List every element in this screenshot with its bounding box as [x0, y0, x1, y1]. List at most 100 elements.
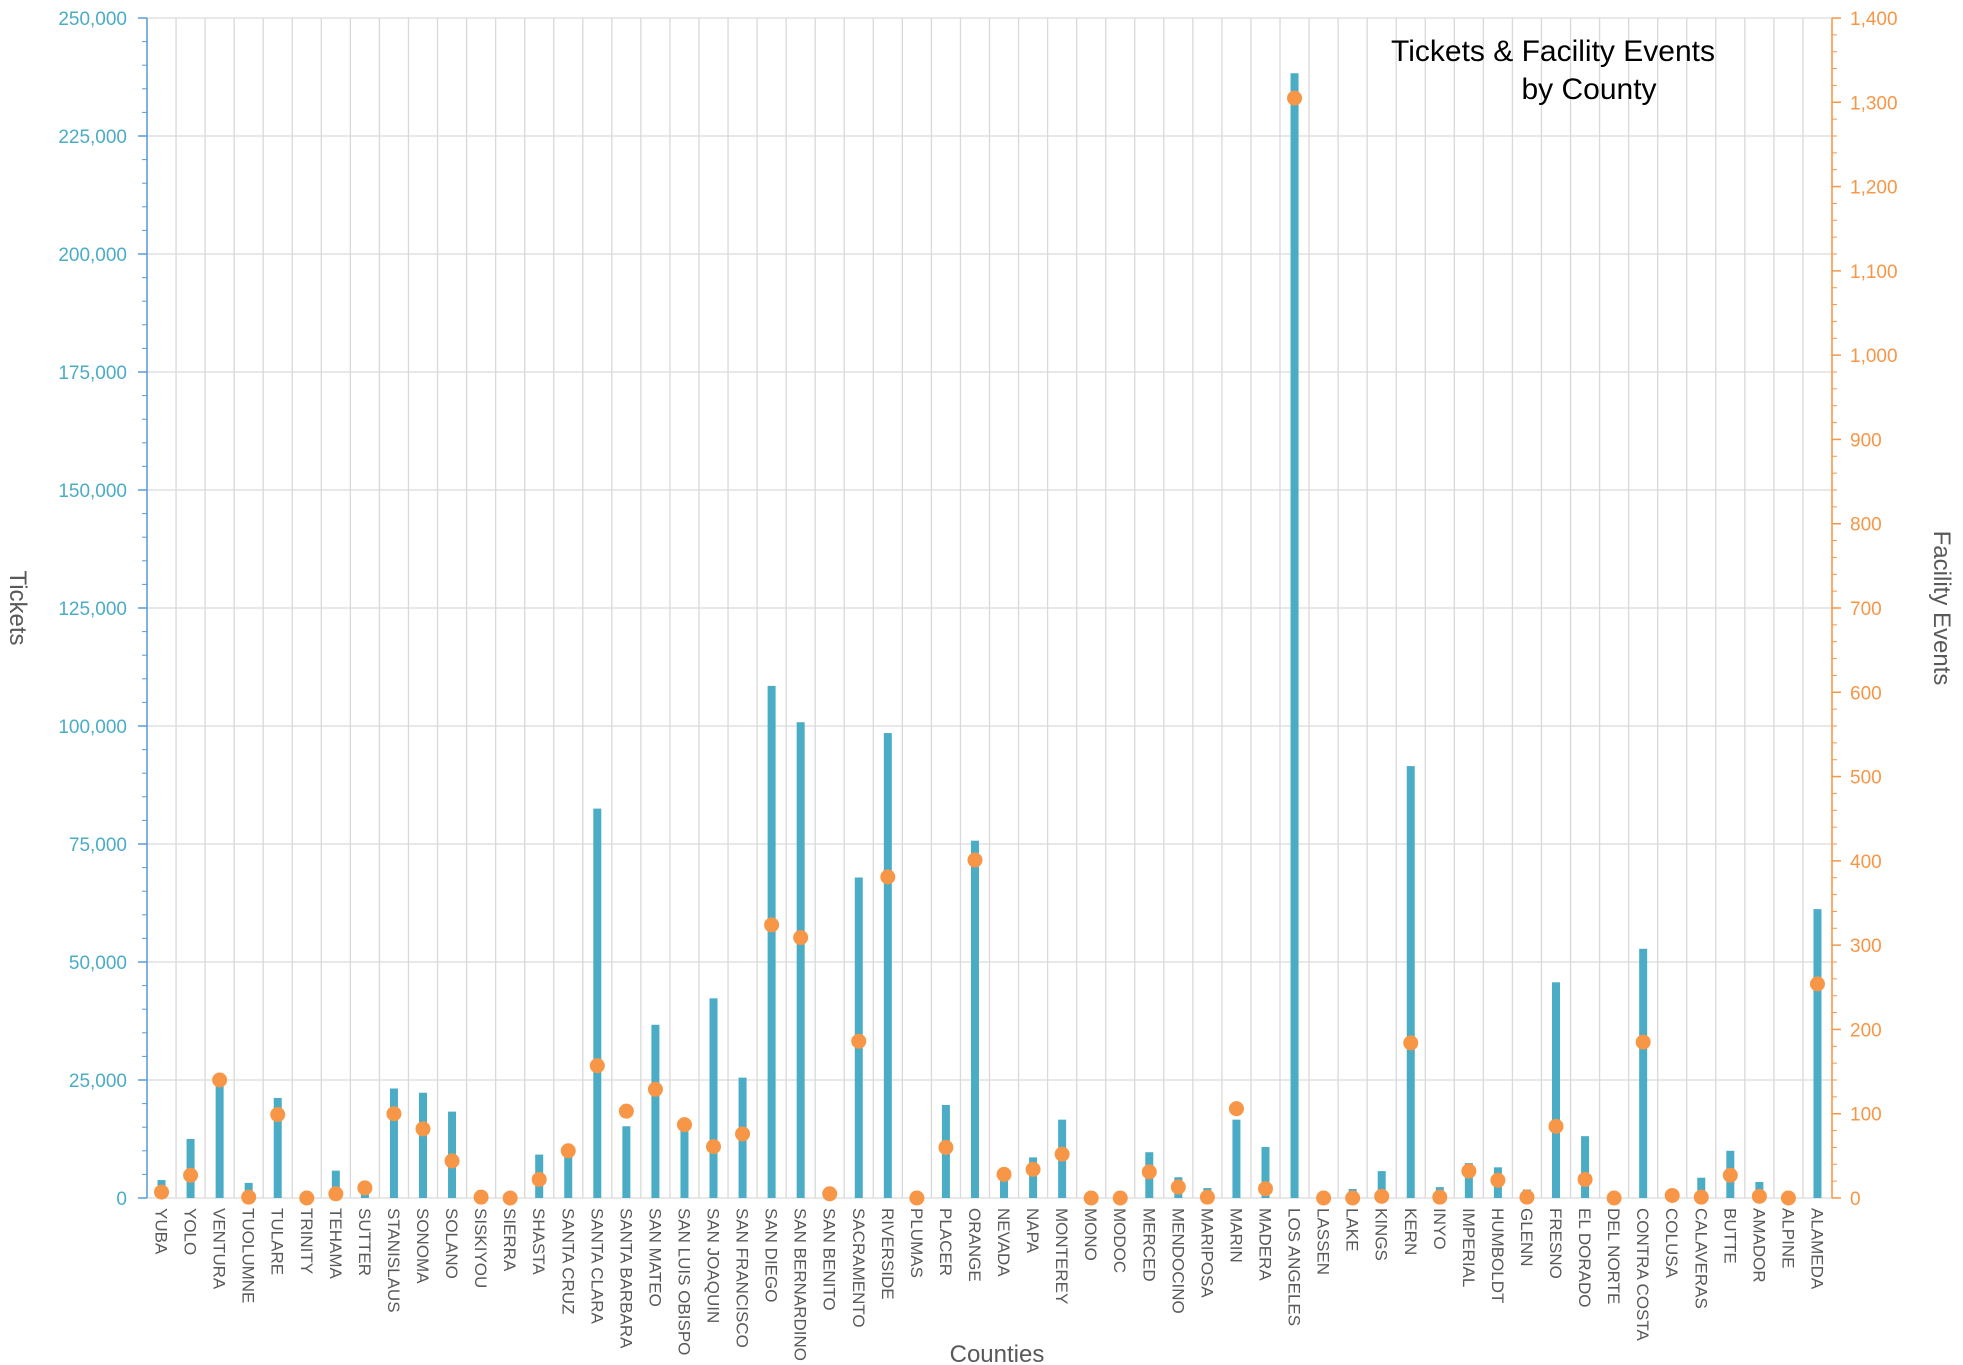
category-label: EL DORADO — [1575, 1208, 1594, 1308]
ticket-bar — [389, 1088, 398, 1198]
category-label: ORANGE — [965, 1208, 984, 1282]
facility-event-point — [1461, 1163, 1477, 1179]
facility-event-point — [212, 1072, 228, 1088]
facility-event-point — [502, 1190, 518, 1206]
category-label: MARIN — [1226, 1208, 1245, 1263]
category-label: SANTA BARBARA — [616, 1208, 635, 1349]
category-label: COLUSA — [1662, 1208, 1681, 1279]
axes — [138, 17, 1841, 1199]
gridlines — [146, 17, 1833, 1199]
left-y-tick-labels: 0 25,000 50,000 75,000 100,000 125,000 150,000… — [58, 9, 127, 1210]
right-tick-label: 800 — [1850, 515, 1882, 536]
category-label: NAPA — [1023, 1208, 1042, 1254]
ticket-bar — [1261, 1147, 1270, 1198]
facility-event-point — [1345, 1190, 1361, 1206]
right-tick-label: 300 — [1850, 936, 1882, 957]
facility-event-point — [1780, 1190, 1796, 1206]
facility-event-point — [1490, 1172, 1506, 1188]
category-label: BUTTE — [1720, 1208, 1739, 1264]
category-label: MARIPOSA — [1197, 1208, 1216, 1298]
left-tick-label: 250,000 — [58, 9, 127, 30]
facility-event-point — [996, 1166, 1012, 1182]
right-axis-title: Facility Events — [1928, 531, 1955, 686]
right-tick-label: 100 — [1850, 1105, 1882, 1126]
category-label: SACRAMENTO — [849, 1208, 868, 1328]
ticket-bar — [1581, 1136, 1590, 1198]
ticket-bar — [1639, 948, 1648, 1198]
facility-event-point — [1751, 1188, 1767, 1204]
chart-title-line1: Tickets & Facility Events — [1391, 35, 1715, 68]
left-tick-label: 150,000 — [58, 481, 127, 502]
ticket-bar — [1290, 73, 1299, 1198]
category-label: SANTA CLARA — [587, 1208, 606, 1325]
category-label: SAN MATEO — [645, 1208, 664, 1307]
category-label: TULARE — [268, 1208, 287, 1275]
facility-event-point — [444, 1153, 460, 1169]
right-tick-label: 600 — [1850, 683, 1882, 704]
right-tick-label: 1,100 — [1850, 262, 1898, 283]
facility-event-point — [1112, 1190, 1128, 1206]
category-label: LASSEN — [1314, 1208, 1333, 1275]
facility-event-dots — [154, 90, 1825, 1206]
category-label: SAN BENITO — [820, 1208, 839, 1311]
category-label: PLUMAS — [907, 1208, 926, 1278]
right-tick-label: 500 — [1850, 768, 1882, 789]
facility-event-point — [618, 1103, 634, 1119]
category-label: SAN JOAQUIN — [704, 1208, 723, 1323]
ticket-bar — [767, 685, 776, 1198]
category-label: CALAVERAS — [1691, 1208, 1710, 1309]
facility-event-point — [1403, 1035, 1419, 1051]
category-label: AMADOR — [1749, 1208, 1768, 1283]
ticket-bar — [622, 1126, 631, 1198]
facility-event-point — [1664, 1187, 1680, 1203]
category-label: TEHAMA — [326, 1208, 345, 1280]
category-label: KINGS — [1372, 1208, 1391, 1261]
category-label: RIVERSIDE — [878, 1208, 897, 1300]
facility-event-point — [270, 1107, 286, 1123]
ticket-bar — [651, 1024, 660, 1198]
ticket-bar — [796, 722, 805, 1198]
category-label: KERN — [1401, 1208, 1420, 1255]
category-label: SHASTA — [529, 1208, 548, 1275]
left-tick-label: 175,000 — [58, 363, 127, 384]
right-tick-label: 0 — [1850, 1189, 1861, 1210]
ticket-bar — [418, 1092, 427, 1198]
left-tick-label: 225,000 — [58, 127, 127, 148]
ticket-bar — [1029, 1157, 1038, 1198]
facility-event-point — [793, 930, 809, 946]
facility-event-point — [1025, 1161, 1041, 1177]
ticket-bar — [1697, 1177, 1706, 1198]
facility-event-point — [1257, 1181, 1273, 1197]
category-label: YUBA — [152, 1208, 171, 1255]
category-label: ALPINE — [1778, 1208, 1797, 1268]
category-label: SOLANO — [442, 1208, 461, 1279]
facility-event-point — [1722, 1167, 1738, 1183]
right-y-tick-labels: 0 100 200 300 400 500 600 700 800 900 1,000 1,100 1,… — [1850, 9, 1898, 1210]
facility-event-point — [735, 1126, 751, 1142]
category-label: TRINITY — [297, 1208, 316, 1274]
ticket-bar — [1406, 766, 1415, 1198]
ticket-bar — [680, 1127, 689, 1198]
category-label: SUTTER — [355, 1208, 374, 1276]
ticket-bar — [1000, 1180, 1009, 1198]
left-tick-label: 125,000 — [58, 599, 127, 620]
x-axis-title: Counties — [950, 1341, 1045, 1365]
category-label: ALAMEDA — [1807, 1208, 1826, 1290]
category-label: DEL NORTE — [1604, 1208, 1623, 1304]
ticket-bar — [564, 1154, 573, 1198]
facility-event-point — [647, 1081, 663, 1097]
ticket-bar — [1464, 1163, 1473, 1198]
category-label: SIERRA — [500, 1208, 519, 1272]
category-label: IMPERIAL — [1459, 1208, 1478, 1287]
ticket-bar — [1552, 982, 1561, 1198]
right-tick-label: 700 — [1850, 599, 1882, 620]
facility-event-point — [299, 1190, 315, 1206]
left-tick-label: 0 — [116, 1189, 127, 1210]
category-label: VENTURA — [210, 1208, 229, 1290]
facility-event-point — [1228, 1101, 1244, 1117]
category-label: SAN BERNARDINO — [791, 1208, 810, 1361]
ticket-bar — [883, 733, 892, 1198]
facility-event-point — [909, 1190, 925, 1206]
chart-title-line2: by County — [1521, 73, 1656, 106]
